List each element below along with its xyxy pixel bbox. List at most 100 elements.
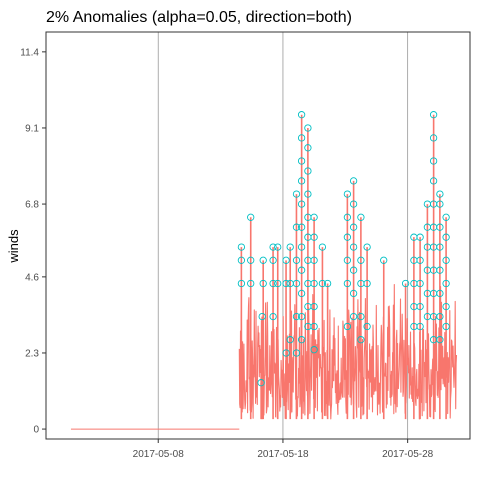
anomaly-point (416, 233, 424, 241)
anomaly-point (310, 346, 318, 354)
y-tick-label: 0 (33, 425, 39, 436)
anomaly-point (429, 177, 438, 185)
anomaly-point (323, 279, 332, 288)
anomaly-point (380, 256, 388, 264)
anomaly-point (436, 289, 444, 298)
anomaly-point (282, 349, 290, 357)
anomaly-point (318, 243, 327, 251)
anomaly-point (442, 256, 450, 264)
anomaly-point (349, 266, 358, 274)
anomaly-point (258, 312, 266, 321)
anomaly-point (297, 312, 306, 321)
anomaly-point (292, 190, 301, 198)
anomaly-point (282, 279, 290, 288)
anomaly-point (357, 213, 365, 221)
anomaly-point (442, 302, 450, 311)
anomaly-point (269, 256, 277, 264)
anomaly-point (297, 266, 306, 274)
anomaly-point (318, 279, 327, 288)
x-tick-label: 2017-05-08 (133, 449, 185, 460)
anomaly-point (237, 279, 246, 288)
anomaly-point (401, 279, 410, 288)
anomaly-point (349, 200, 358, 208)
y-tick-label: 4.6 (25, 272, 39, 283)
anomaly-point (442, 233, 450, 241)
anomaly-point (416, 302, 424, 311)
anomaly-series (237, 111, 450, 387)
anomaly-point (429, 111, 438, 119)
anomaly-point (297, 336, 306, 344)
anomaly-point (436, 266, 444, 274)
anomaly-point (310, 256, 318, 264)
anomaly-point (292, 223, 301, 231)
anomaly-point (259, 256, 267, 264)
x-tick-label: 2017-05-18 (257, 449, 309, 460)
y-axis-label: winds (6, 229, 21, 264)
anomaly-point (292, 256, 301, 264)
anomaly-point (286, 243, 294, 251)
anomaly-point (310, 322, 318, 331)
anomaly-point (349, 289, 358, 298)
anomaly-point (304, 144, 312, 152)
y-axis: 0 2.3 4.6 6.8 9.1 11.4 (20, 47, 46, 436)
anomaly-point (247, 279, 255, 288)
anomaly-point (363, 279, 371, 288)
anomaly-point (274, 243, 282, 251)
anomaly-point (297, 134, 306, 142)
anomaly-point (292, 312, 301, 321)
y-tick-label: 11.4 (20, 47, 39, 58)
anomaly-point (297, 243, 306, 251)
anomaly-point (292, 349, 301, 357)
anomaly-point (297, 157, 306, 165)
anomaly-point (269, 243, 277, 251)
y-tick-label: 2.3 (25, 348, 39, 359)
anomaly-point (416, 279, 424, 288)
anomaly-point (349, 243, 358, 251)
anomaly-point (269, 279, 277, 288)
anomaly-point (297, 223, 306, 231)
anomaly-point (416, 256, 424, 264)
anomaly-point (297, 177, 306, 185)
anomaly-point (297, 200, 306, 208)
anomaly-point (442, 322, 450, 331)
plot-panel-border (45, 31, 471, 440)
x-axis: 2017-05-08 2017-05-18 2017-05-28 (133, 439, 434, 460)
anomaly-point (357, 336, 365, 344)
anomaly-point (343, 233, 352, 241)
values-series (70, 114, 458, 430)
anomaly-point (310, 302, 318, 311)
anomaly-point (343, 190, 352, 198)
anomaly-point (310, 233, 318, 241)
anomaly-point (436, 200, 444, 208)
anomaly-point (257, 379, 265, 387)
anomaly-point (349, 177, 358, 185)
anomaly-point (292, 279, 301, 288)
anomaly-point (343, 322, 352, 331)
anomaly-point (436, 243, 444, 251)
anomaly-point (237, 256, 246, 264)
anomaly-point (297, 289, 306, 298)
anomaly-point (247, 213, 255, 221)
anomaly-point (282, 256, 290, 264)
y-tick-label: 9.1 (25, 123, 39, 134)
anomaly-point (442, 213, 450, 221)
anomaly-point (363, 243, 371, 251)
anomaly-point (310, 213, 318, 221)
anomaly-point (304, 190, 312, 198)
anomaly-point (349, 312, 358, 321)
anomaly-point (357, 256, 365, 264)
anomaly-point (304, 124, 312, 132)
anomaly-point (436, 190, 444, 198)
anomaly-point (429, 134, 438, 142)
anomaly-point (269, 312, 277, 321)
anomaly-point (436, 312, 444, 321)
anomaly-point (343, 213, 352, 221)
anomaly-point (442, 279, 450, 288)
y-tick-label: 6.8 (25, 200, 39, 211)
anomaly-point (436, 336, 444, 344)
anomaly-point (247, 256, 255, 264)
anomaly-point (343, 256, 352, 264)
anomaly-point (237, 243, 246, 251)
anomaly-point (286, 336, 294, 344)
